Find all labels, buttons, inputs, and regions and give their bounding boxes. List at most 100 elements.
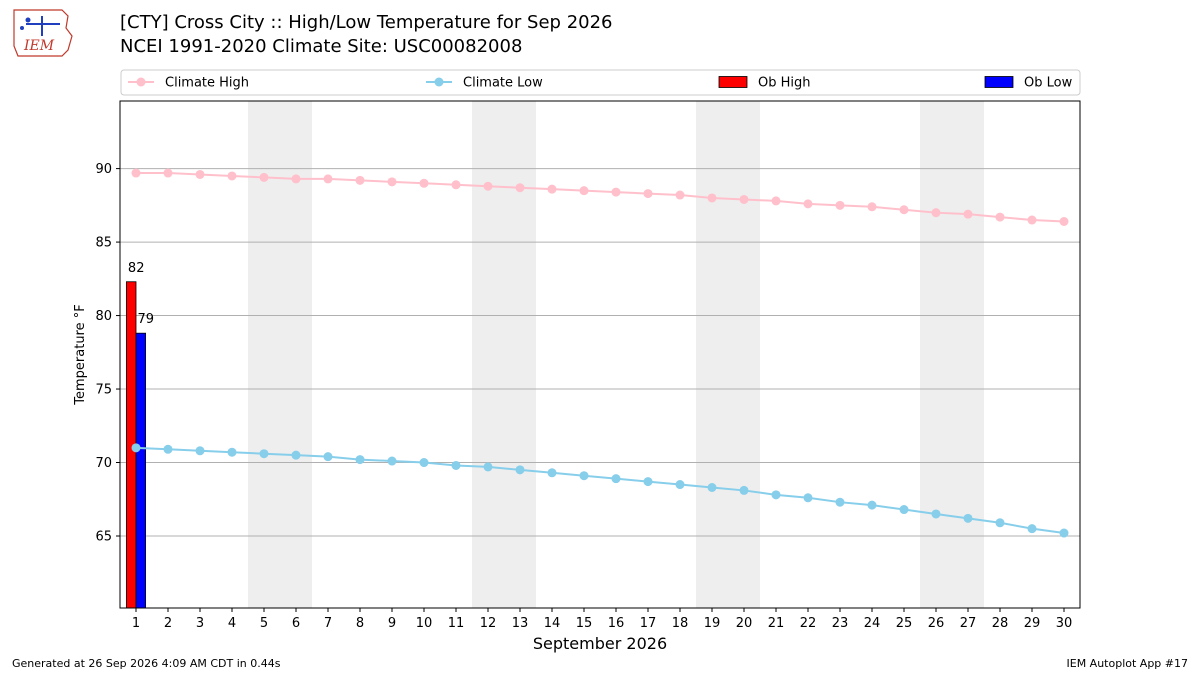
ob-high-label: 82	[128, 261, 145, 276]
x-tick-label: 17	[640, 616, 657, 631]
climate-high-point	[899, 205, 909, 215]
y-tick-label: 65	[95, 529, 112, 544]
climate-low-point	[835, 497, 845, 507]
x-tick-label: 11	[448, 616, 465, 631]
generated-timestamp: Generated at 26 Sep 2026 4:09 AM CDT in …	[12, 657, 281, 670]
legend-ob-high-label: Ob High	[758, 76, 811, 91]
climate-low-point	[387, 456, 397, 466]
x-tick-label: 25	[896, 616, 913, 631]
x-tick-label: 5	[260, 616, 268, 631]
legend-climate-high-label: Climate High	[165, 76, 249, 91]
climate-low-line	[135, 446, 1065, 535]
climate-high-point	[867, 202, 877, 212]
climate-low-point	[163, 444, 173, 454]
climate-high-point	[419, 178, 429, 188]
chart-subtitle: NCEI 1991-2020 Climate Site: USC00082008	[120, 36, 523, 57]
climate-low-point	[963, 513, 973, 523]
app-label: IEM Autoplot App #17	[1066, 657, 1189, 670]
weekend-band	[920, 101, 984, 608]
weekend-band	[248, 101, 312, 608]
climate-high-point	[291, 174, 301, 184]
x-axis-label: September 2026	[533, 634, 667, 653]
climate-high-point	[547, 184, 557, 194]
x-tick-label: 19	[704, 616, 721, 631]
climate-low-point	[515, 465, 525, 475]
legend-climate-high-marker	[136, 77, 146, 87]
legend: Climate High Climate Low Ob High Ob Low	[120, 69, 1081, 96]
climate-low-point	[1059, 528, 1069, 538]
x-tick-label: 28	[992, 616, 1009, 631]
y-tick-label: 85	[95, 236, 112, 251]
climate-high-point	[195, 169, 205, 179]
climate-high-point	[355, 175, 365, 185]
climate-high-point	[163, 168, 173, 178]
climate-high-point	[771, 196, 781, 206]
climate-high-point	[643, 189, 653, 199]
climate-high-point	[259, 172, 269, 182]
legend-climate-low-marker	[434, 77, 444, 87]
x-tick-label: 9	[388, 616, 396, 631]
climate-low-point	[1027, 524, 1037, 534]
legend-ob-high-swatch	[718, 76, 748, 88]
climate-low-point	[547, 468, 557, 478]
x-tick-label: 3	[196, 616, 204, 631]
weekend-band	[696, 101, 760, 608]
climate-high-point	[803, 199, 813, 209]
climate-high-point	[1059, 217, 1069, 227]
x-tick-label: 15	[576, 616, 593, 631]
climate-low-point	[899, 505, 909, 515]
chart-title: [CTY] Cross City :: High/Low Temperature…	[120, 12, 613, 33]
climate-low-point	[675, 480, 685, 490]
iem-logo: IEM	[13, 9, 73, 57]
climate-high-point	[707, 193, 717, 203]
climate-low-point	[643, 477, 653, 487]
climate-low-point	[355, 455, 365, 465]
climate-high-point	[387, 177, 397, 187]
climate-high-point	[675, 190, 685, 200]
x-tick-label: 23	[832, 616, 849, 631]
legend-ob-low-swatch	[984, 76, 1014, 88]
y-tick-label: 80	[95, 309, 112, 324]
climate-low-point	[259, 449, 269, 459]
climate-high-point	[227, 171, 237, 181]
x-tick-label: 26	[928, 616, 945, 631]
x-tick-label: 1	[132, 616, 140, 631]
x-tick-label: 10	[416, 616, 433, 631]
climate-low-point	[611, 474, 621, 484]
x-tick-label: 21	[768, 616, 785, 631]
climate-low-point	[931, 509, 941, 519]
x-tick-label: 16	[608, 616, 625, 631]
climate-low-point	[483, 462, 493, 472]
climate-low-point	[195, 446, 205, 456]
climate-high-point	[963, 209, 973, 219]
climate-high-point	[931, 208, 941, 218]
climate-high-point	[131, 168, 141, 178]
x-tick-label: 29	[1024, 616, 1041, 631]
legend-ob-low-label: Ob Low	[1024, 76, 1073, 91]
x-tick-label: 4	[228, 616, 236, 631]
x-tick-label: 12	[480, 616, 497, 631]
climate-low-point	[227, 447, 237, 457]
weekend-shading	[248, 101, 984, 608]
climate-high-point	[483, 181, 493, 191]
climate-high-point	[323, 174, 333, 184]
legend-box	[120, 69, 1081, 96]
climate-high-point	[835, 200, 845, 210]
climate-high-point	[579, 186, 589, 196]
x-tick-label: 8	[356, 616, 364, 631]
y-tick-label: 90	[95, 162, 112, 177]
ob-low-bar	[135, 332, 146, 609]
y-tick-label: 75	[95, 383, 112, 398]
x-tick-label: 27	[960, 616, 977, 631]
y-gridlines	[120, 168, 1080, 537]
climate-high-point	[739, 194, 749, 204]
climate-low-point	[419, 458, 429, 468]
x-tick-label: 14	[544, 616, 561, 631]
climate-high-line	[136, 172, 1065, 223]
x-tick-label: 24	[864, 616, 881, 631]
x-tick-label: 30	[1056, 616, 1073, 631]
ob-low-label: 79	[138, 312, 155, 327]
climate-low-point	[323, 452, 333, 462]
